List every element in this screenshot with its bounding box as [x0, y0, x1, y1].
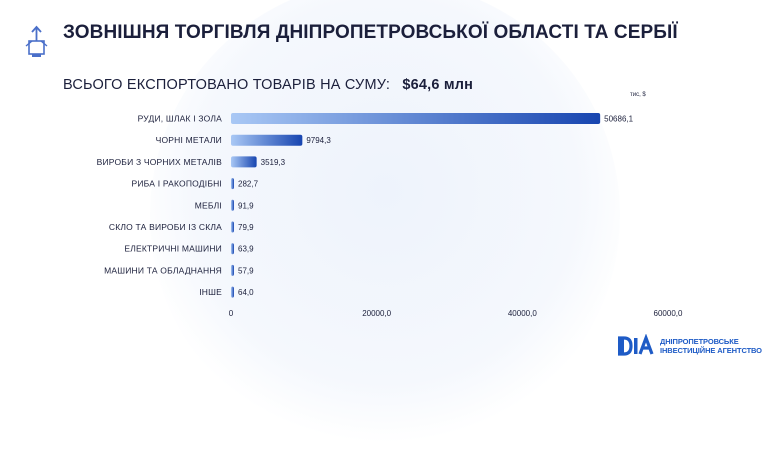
x-tick-label: 40000,0 [508, 309, 537, 318]
export-total-value: $64,6 млн [402, 77, 474, 93]
value-label: 63,9 [238, 245, 254, 254]
bar [231, 199, 234, 211]
export-total-label: ВСЬОГО ЕКСПОРТОВАНО ТОВАРІВ НА СУМУ: [63, 77, 391, 93]
bar [231, 221, 234, 233]
bar [231, 156, 257, 168]
category-label: МЕБЛІ [195, 200, 222, 210]
x-tick-label: 20000,0 [362, 309, 391, 318]
dia-logo-icon [618, 334, 654, 356]
bar [231, 286, 234, 298]
bar-chart: РУДИ, ШЛАК І ЗОЛА 50686,1 ЧОРНІ МЕТАЛИ 9794… [97, 113, 683, 318]
background-circle [150, 0, 620, 450]
x-tick-label: 0 [229, 309, 234, 318]
value-label: 3519,3 [261, 158, 286, 167]
value-label: 282,7 [238, 180, 259, 189]
bar [231, 264, 234, 276]
agency-name-line1: ДНІПРОПЕТРОВСЬКЕ [660, 337, 739, 346]
value-label: 91,9 [238, 201, 254, 210]
agency-name: ДНІПРОПЕТРОВСЬКЕ ІНВЕСТИЦІЙНЕ АГЕНТСТВО [660, 337, 762, 355]
value-label: 79,9 [238, 223, 254, 232]
category-label: ІНШЕ [199, 287, 222, 297]
bar [231, 113, 601, 124]
category-label: СКЛО ТА ВИРОБИ ІЗ СКЛА [109, 222, 222, 232]
agency-name-line2: ІНВЕСТИЦІЙНЕ АГЕНТСТВО [660, 346, 762, 355]
category-label: ЕЛЕКТРИЧНІ МАШИНИ [124, 244, 222, 254]
x-tick-label: 60000,0 [654, 309, 683, 318]
value-label: 57,9 [238, 266, 254, 275]
bar [231, 178, 234, 190]
agency-brand [618, 334, 758, 358]
value-label: 9794,3 [306, 136, 331, 145]
value-label: 64,0 [238, 288, 254, 297]
bar [231, 134, 303, 146]
export-total: ВСЬОГО ЕКСПОРТОВАНО ТОВАРІВ НА СУМУ: $64… [63, 77, 473, 93]
value-label: 50686,1 [604, 115, 633, 124]
category-label: РИБА І РАКОПОДІБНІ [132, 179, 223, 189]
category-label: ЧОРНІ МЕТАЛИ [156, 135, 222, 145]
export-box-icon [25, 25, 48, 57]
unit-label: тис, $ [630, 92, 646, 98]
category-label: МАШИНИ ТА ОБЛАДНАННЯ [104, 265, 222, 275]
category-label: РУДИ, ШЛАК І ЗОЛА [138, 114, 222, 124]
bar [231, 243, 234, 255]
page-title: ЗОВНІШНЯ ТОРГІВЛЯ ДНІПРОПЕТРОВСЬКОЇ ОБЛА… [63, 22, 678, 43]
category-label: ВИРОБИ З ЧОРНИХ МЕТАЛІВ [97, 157, 222, 167]
